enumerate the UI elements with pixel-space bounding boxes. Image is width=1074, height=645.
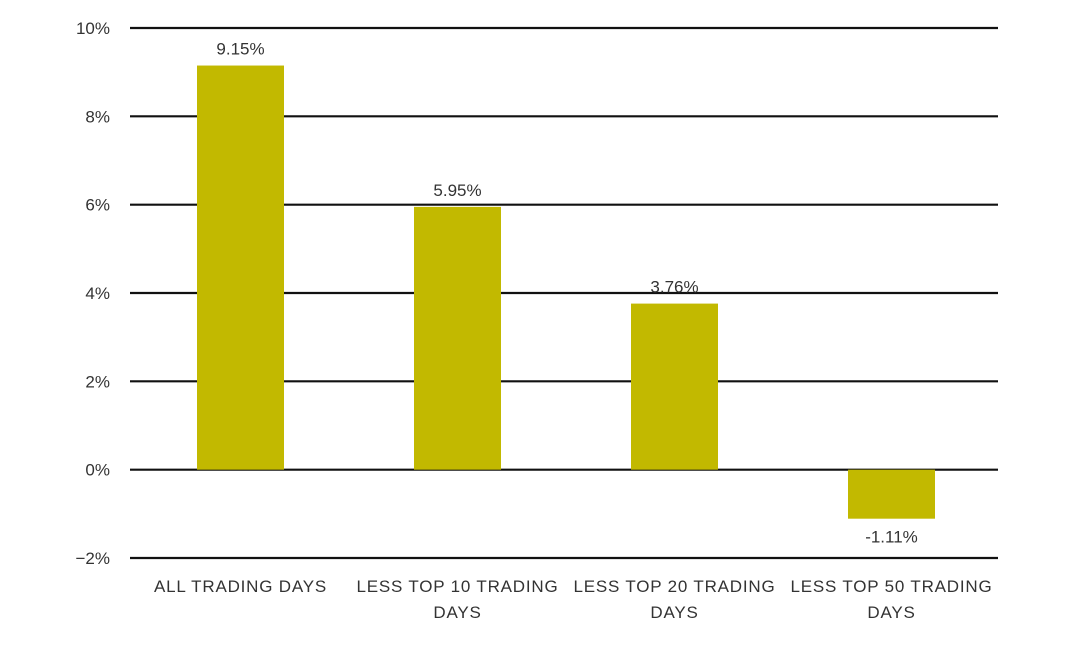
data-label: 5.95% [433,181,481,200]
bar [414,206,501,470]
data-label: 3.76% [650,278,698,297]
x-category-label: DAYS [650,603,698,622]
data-label: -1.11% [865,528,918,547]
x-axis-categories: ALL TRADING DAYS LESS TOP 10 TRADING DAYS L… [154,577,993,622]
y-tick-label: 8% [85,107,110,126]
data-label: 9.15% [216,40,264,59]
bar [631,303,718,470]
bar [848,469,935,519]
x-category-label: LESS TOP 20 TRADING [574,577,776,596]
x-category-label: DAYS [867,603,915,622]
x-category-label: ALL TRADING DAYS [154,577,327,596]
data-labels: 9.15% 5.95% 3.76% -1.11% [216,40,917,547]
y-tick-label: 6% [85,196,110,215]
x-category-label: DAYS [433,603,481,622]
y-tick-label: 4% [85,284,110,303]
y-tick-label: −2% [76,549,111,568]
y-tick-label: 10% [76,19,110,38]
x-category-label: LESS TOP 50 TRADING [791,577,993,596]
x-category-label: LESS TOP 10 TRADING [357,577,559,596]
bars [197,65,935,519]
y-tick-label: 2% [85,372,110,391]
bar [197,65,284,470]
y-axis-ticks: 10% 8% 6% 4% 2% 0% −2% [76,19,111,568]
y-tick-label: 0% [85,461,110,480]
